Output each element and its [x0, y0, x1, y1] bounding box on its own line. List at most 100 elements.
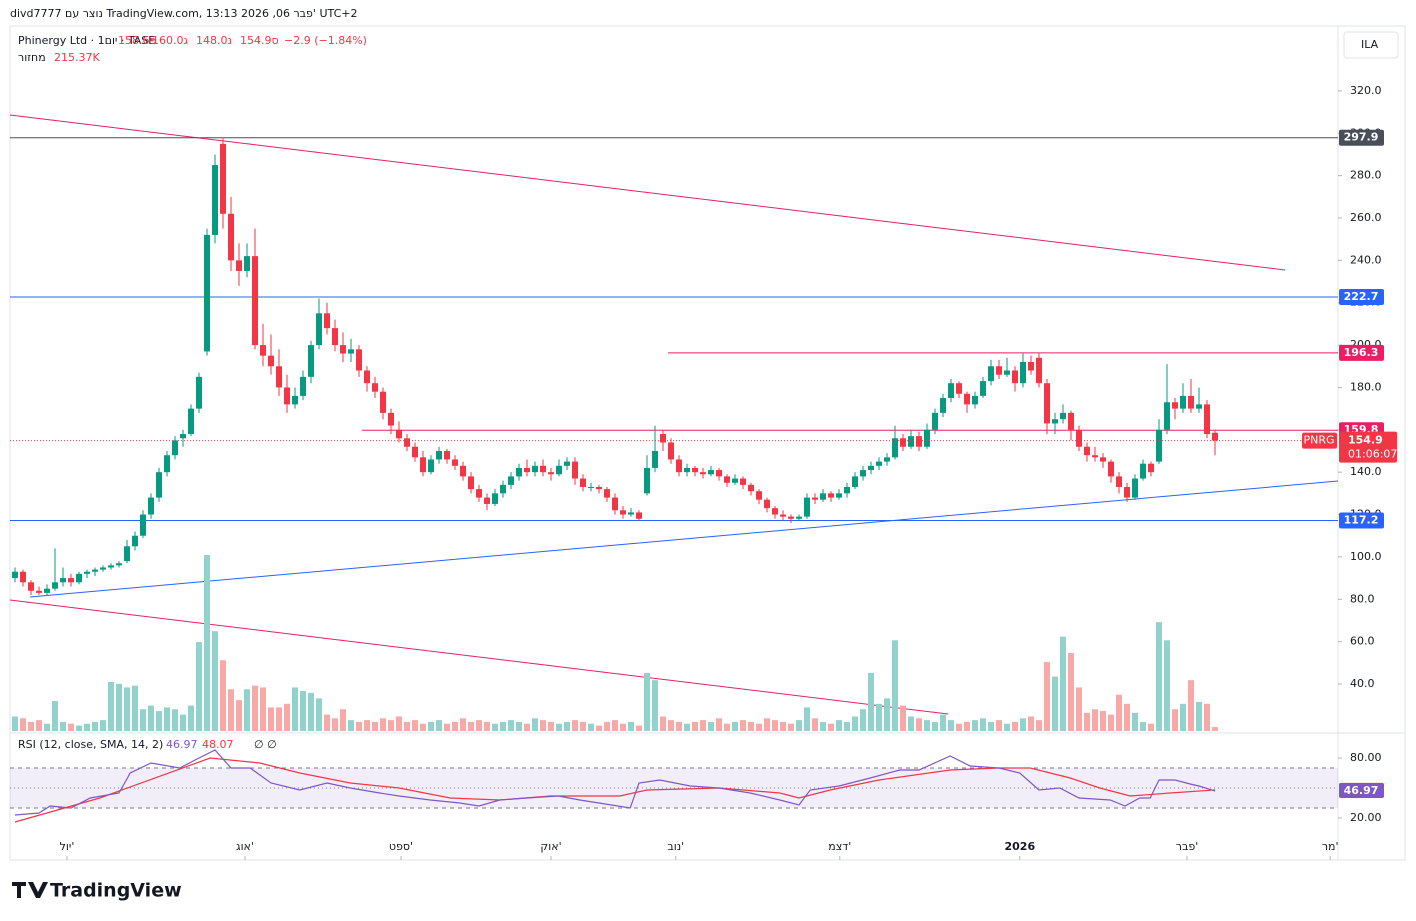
candle-body [1060, 412, 1066, 420]
volume-bar [76, 725, 82, 731]
volume-bar [372, 721, 378, 731]
volume-bar [756, 723, 762, 731]
legend-value: נ148.0 [196, 34, 232, 47]
candle-body [852, 476, 858, 487]
candle-body [44, 588, 50, 593]
volume-bar [1188, 680, 1194, 731]
volume-bar [220, 660, 226, 731]
volume-bar [1092, 709, 1098, 731]
candle-body [940, 398, 946, 413]
volume-bar [492, 723, 498, 731]
volume-bar [404, 721, 410, 731]
candle-body [684, 467, 690, 473]
brand: TradingView [50, 880, 182, 902]
candle-body [932, 412, 938, 430]
candle-body [908, 436, 914, 447]
rsi-y-tick-label: 80.00 [1350, 751, 1382, 764]
volume-bar [1116, 694, 1122, 731]
rsi-line-label: 46.97 [1344, 784, 1379, 797]
candle-body [268, 355, 274, 367]
candle-body [820, 493, 826, 500]
volume-bar [236, 700, 242, 731]
volume-bar [412, 720, 418, 731]
candle-body [1004, 370, 1010, 375]
candle-body [348, 349, 354, 354]
candle-body [1124, 486, 1130, 498]
candle-body [980, 381, 986, 396]
currency-button[interactable] [1343, 31, 1399, 59]
volume-bar [540, 720, 546, 731]
volume-bar [204, 555, 210, 731]
candle-body [68, 578, 74, 583]
volume-bar [292, 687, 298, 731]
y-tick-label: 320.0 [1350, 84, 1382, 97]
candle-body [364, 370, 370, 384]
logo: TradingView [12, 880, 182, 902]
rsi-header-value: 46.97 [166, 738, 198, 751]
candle-body [380, 391, 386, 413]
candle-body [540, 465, 546, 473]
volume-bar [772, 720, 778, 731]
volume-bar [1060, 636, 1066, 731]
candle-body [564, 461, 570, 466]
currency[interactable]: ILA [1361, 38, 1379, 51]
candle-body [588, 486, 594, 488]
candle-body [1012, 370, 1018, 384]
candle-body [708, 470, 714, 475]
volume-bar [836, 720, 842, 731]
y-tick-label: 280.0 [1350, 169, 1382, 182]
volume-bar [436, 720, 442, 731]
volume-bar [148, 705, 154, 731]
volume-bar [660, 716, 666, 731]
ticker: PNRG [1303, 434, 1334, 447]
candle-body [148, 497, 154, 515]
candle-body [1036, 357, 1042, 384]
volume-bar [684, 723, 690, 731]
volume-bar [908, 716, 914, 731]
candle-body [964, 393, 970, 405]
volume-bar [60, 721, 66, 731]
volume-bar [548, 721, 554, 731]
volume-bar [1148, 723, 1154, 731]
volume-bar [308, 692, 314, 731]
volume-bar [564, 721, 570, 731]
volume-bar [212, 631, 218, 731]
level-label: 222.7 [1344, 290, 1379, 303]
candle-body [644, 467, 650, 494]
volume-bar [276, 707, 282, 731]
candle-body [20, 571, 26, 583]
candle-body [796, 516, 802, 519]
candle-body [788, 516, 794, 519]
candle-body [860, 470, 866, 477]
volume-bar [916, 718, 922, 731]
level-label-box [1339, 288, 1384, 305]
volume-bar [996, 720, 1002, 731]
volume-bar [948, 720, 954, 731]
x-tick-label: אוג' [236, 840, 254, 853]
volume-bar [812, 718, 818, 731]
volume-bar [884, 698, 890, 731]
candle-body [724, 476, 730, 483]
candle-body [1212, 432, 1218, 441]
x-tick-label: אוק' [540, 840, 561, 853]
volume-bar [668, 720, 674, 731]
candle-body [572, 461, 578, 479]
volume-bar [68, 723, 74, 731]
volume-bar [796, 720, 802, 731]
volume-bar [1004, 723, 1010, 731]
candle-body [116, 563, 122, 566]
x-tick-label: 2026 [1004, 840, 1035, 853]
volume-bar [828, 723, 834, 731]
candle-body [836, 493, 842, 498]
volume-bar [156, 711, 162, 731]
volume-bar [708, 721, 714, 731]
candle-body [452, 459, 458, 466]
volume-bar [524, 723, 530, 731]
rsi-title: RSI (12, close, SMA, 14, 2) [18, 738, 163, 751]
volume-bar [644, 672, 650, 731]
candle-body [52, 582, 58, 589]
volume-bar [780, 721, 786, 731]
candle-body [988, 366, 994, 382]
candle-body [596, 486, 602, 490]
